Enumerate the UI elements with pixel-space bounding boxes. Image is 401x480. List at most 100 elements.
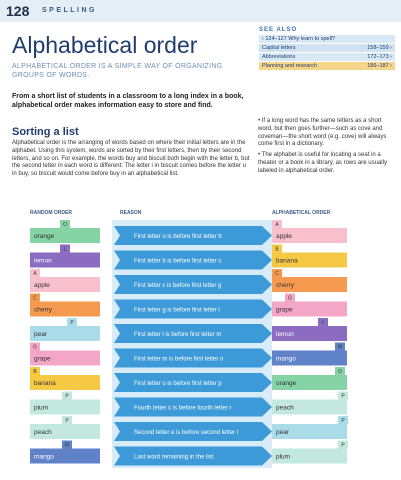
letter-tab	[272, 244, 282, 253]
letter-tab	[338, 440, 348, 449]
column-header: REASON	[120, 210, 142, 216]
letter-tab	[60, 244, 70, 253]
word-bar	[272, 424, 347, 439]
word-bar	[272, 326, 347, 341]
word-bar	[30, 350, 100, 366]
word: pear	[276, 429, 290, 436]
word-bar	[272, 448, 347, 464]
word: banana	[34, 380, 56, 387]
word-bar	[272, 277, 347, 292]
letter: G	[288, 296, 292, 302]
word-bar	[30, 252, 100, 268]
letter: A	[275, 222, 279, 228]
subtitle: ALPHABETICAL ORDER IS A SIMPLE WAY OF OR…	[12, 63, 223, 79]
word-bar	[272, 399, 347, 415]
see-also-link: Planning and research 186–187 ›	[259, 62, 395, 70]
see-also-link: Capital letters 158–159 ›	[259, 44, 395, 52]
reason: Last word remaining in the list	[134, 455, 214, 461]
see-also-link: Abbreviations 172–173 ›	[259, 53, 395, 61]
reason-arrow	[114, 275, 272, 294]
word-bar	[30, 228, 100, 243]
word: lemon	[34, 258, 52, 265]
reason: First letter b is before first letter c	[134, 259, 221, 265]
see-also: SEE ALSO ‹ 124–127 Why learn to spell? Ca…	[259, 27, 395, 71]
paragraph: Alphabetical order is the arranging of w…	[12, 140, 250, 178]
word-bar	[30, 424, 100, 439]
word-bar	[30, 448, 100, 464]
word-bar	[30, 399, 100, 415]
link-pages: 186–187 ›	[367, 63, 392, 69]
word: peach	[276, 405, 294, 412]
letter-tab	[272, 220, 282, 228]
letter: P	[65, 394, 69, 400]
word: mango	[276, 356, 296, 363]
letter: A	[33, 271, 37, 277]
word: grape	[34, 356, 51, 363]
word: apple	[34, 282, 50, 289]
letter: M	[338, 345, 342, 351]
word: grape	[276, 307, 293, 314]
letter-tab	[285, 293, 295, 302]
diagram: RANDOM ORDER REASON ALPHABETICAL ORDER Oora…	[30, 210, 348, 468]
reason: First letter g is before first letter l	[134, 308, 220, 314]
bullets: • If a long word has the same letters as…	[258, 118, 393, 179]
reason-arrow	[114, 373, 272, 392]
section-name: SPELLING	[42, 7, 98, 14]
bullet: • If a long word has the same letters as…	[258, 118, 387, 148]
reason-arrow	[114, 299, 272, 319]
letter-tab	[62, 416, 72, 424]
intro: From a short list of students in a class…	[12, 93, 244, 109]
letter-tab	[338, 391, 348, 400]
see-also-links: ‹ 124–127 Why learn to spell? Capital let…	[259, 35, 395, 70]
letter-tab	[30, 269, 40, 277]
word: plum	[34, 405, 48, 412]
word-bar	[272, 301, 347, 317]
reason-arrow	[114, 348, 272, 368]
reason: Fourth letter c is before fourth letter …	[134, 406, 231, 412]
word: cherry	[276, 282, 295, 289]
reason-arrow	[114, 397, 272, 417]
reason-arrow	[114, 324, 272, 343]
header-band	[0, 0, 401, 22]
link-label: Capital letters	[262, 45, 296, 51]
reason: First letter m is before first letter o	[134, 357, 224, 363]
letter-tab	[335, 367, 345, 375]
reason-arrow	[114, 250, 272, 270]
link-pages: 158–159 ›	[367, 45, 392, 51]
word: orange	[34, 233, 55, 240]
letter: B	[33, 369, 37, 375]
letter-tab	[67, 318, 77, 326]
letter: P	[70, 320, 74, 326]
letter: C	[275, 271, 279, 277]
word-bar	[272, 375, 347, 390]
word-bar	[30, 301, 100, 317]
reason-arrow	[114, 446, 272, 466]
reason-arrow	[114, 226, 272, 245]
word: peach	[34, 429, 52, 436]
word-bar	[272, 228, 347, 243]
word: orange	[276, 380, 297, 387]
bullet: • The alphabet is useful for locating a …	[258, 152, 387, 174]
letter: P	[341, 443, 345, 449]
link-label: Planning and research	[262, 63, 318, 69]
link-label: Abbreviations	[262, 54, 296, 60]
letter-tab	[60, 220, 70, 228]
page-number: 128	[6, 3, 30, 19]
letter: L	[64, 247, 67, 253]
letter: P	[341, 394, 345, 400]
word: apple	[276, 233, 292, 240]
letter: P	[65, 418, 69, 424]
letter: M	[65, 443, 69, 449]
letter-tab	[30, 293, 40, 302]
reason-arrow	[114, 422, 272, 441]
letter-tab	[335, 342, 345, 351]
letter: C	[33, 296, 37, 302]
column-header: RANDOM ORDER	[30, 210, 72, 216]
title: Alphabetical order	[12, 32, 198, 58]
letter: G	[33, 345, 37, 351]
column-header: ALPHABETICAL ORDER	[272, 210, 331, 216]
section-heading: Sorting a list	[12, 126, 79, 138]
word: mango	[34, 454, 54, 461]
letter: O	[63, 222, 67, 228]
reason: First letter o is before first letter p	[134, 381, 222, 387]
